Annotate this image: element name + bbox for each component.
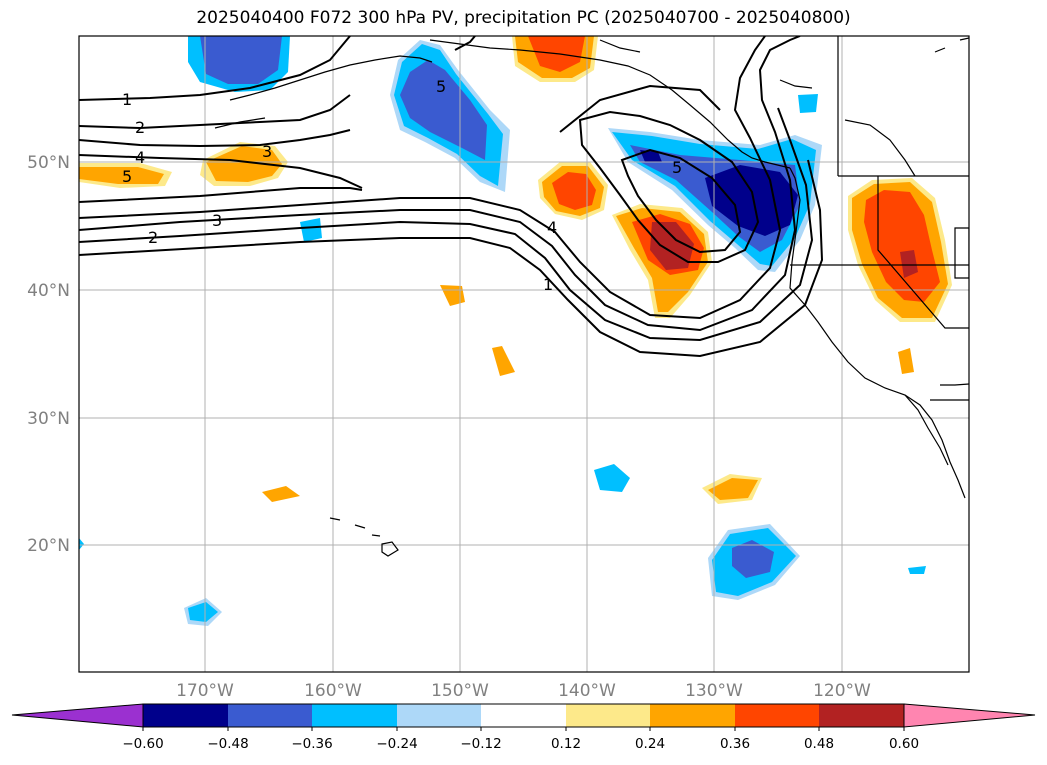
contour-label: 5 [122, 167, 132, 186]
colorbar-tick-label: 0.48 [804, 736, 834, 752]
positive-anomaly-western-us-inner [864, 190, 940, 302]
colorbar-tick-label: 0.36 [720, 736, 750, 752]
negative-anomaly-small-2 [594, 464, 630, 492]
negative-anomaly-edge [79, 538, 84, 550]
colorbar-extend-left [11, 703, 144, 728]
positive-anomaly-small-2 [492, 346, 515, 376]
colorbar-ticks [142, 727, 905, 731]
negative-anomaly-small-1 [300, 218, 322, 242]
pv-contour-13 [454, 36, 476, 51]
negative-anomaly-small-5 [908, 566, 926, 574]
pv-contour-10 [578, 110, 760, 263]
contour-labels: 1 2 3 4 5 3 2 4 5 1 5 [122, 77, 682, 294]
colorbar-segment [735, 704, 819, 727]
colorbar-segment [312, 704, 397, 727]
pv-contour-2 [79, 94, 351, 130]
coastlines [214, 36, 969, 557]
lat-label: 20°N [27, 536, 70, 556]
colorbar-tick-label: −0.48 [207, 736, 248, 752]
contour-label: 4 [547, 218, 557, 237]
lon-label: 160°W [304, 681, 362, 701]
map-background [79, 36, 969, 672]
lat-label: 40°N [27, 281, 70, 301]
lon-label: 170°W [176, 681, 234, 701]
negative-anomaly-northwest-core [200, 36, 282, 84]
colorbar-tick-label: 0.24 [635, 736, 665, 752]
colorbar-segment [143, 704, 228, 727]
pv-contour-1 [79, 36, 351, 101]
colorbar-tick-label: −0.24 [376, 736, 417, 752]
pv-contour-3 [79, 129, 351, 148]
colorbar-tick-label: 0.12 [551, 736, 581, 752]
colorbar-tick-label: 0.60 [889, 736, 919, 752]
gridlines [79, 36, 969, 672]
longitude-labels: 170°W 160°W 150°W 140°W 130°W 120°W [176, 681, 871, 701]
colorbar-segment [650, 704, 735, 727]
pv-contour-7 [79, 36, 801, 332]
map-title: 2025040400 F072 300 hPa PV, precipitatio… [196, 8, 851, 28]
colorbar-tick-label: −0.36 [291, 736, 332, 752]
pv-contour-9 [79, 159, 824, 358]
positive-anomaly-small-5 [898, 348, 914, 374]
lon-label: 150°W [431, 681, 489, 701]
latitude-labels: 50°N 40°N 30°N 20°N [27, 153, 70, 556]
contour-label: 5 [436, 77, 446, 96]
contour-label: 3 [262, 142, 272, 161]
contour-label: 1 [543, 275, 553, 294]
negative-anomaly-gulf-alaska-inner [400, 60, 487, 160]
colorbar-segment [566, 704, 650, 727]
contour-label: 2 [148, 228, 158, 247]
colorbar-segment [397, 704, 481, 727]
contour-label: 1 [122, 90, 132, 109]
pv-contours [79, 36, 824, 358]
precipitation-shading [79, 36, 952, 626]
negative-anomaly-pacific-northwest-core [705, 165, 798, 236]
positive-anomaly-west-edge-core [79, 167, 164, 184]
map-frame [78, 35, 970, 673]
negative-anomaly-small-dark [640, 150, 662, 162]
colorbar-segment [228, 704, 312, 727]
negative-anomaly-small-4-core [188, 602, 218, 622]
colorbar-tick-label: −0.60 [122, 736, 163, 752]
colorbar-frame [142, 703, 905, 728]
positive-anomaly-north-pacific-core [552, 172, 596, 210]
colorbar-segment [819, 704, 904, 727]
pv-contour-12 [559, 84, 721, 133]
contour-label: 3 [212, 211, 222, 230]
colorbar-tick-label: −0.12 [460, 736, 501, 752]
positive-anomaly-small-3-core [708, 478, 758, 500]
negative-anomaly-bc-coast [798, 94, 818, 113]
colorbar-extend-right [903, 703, 1036, 728]
pv-contour-4 [79, 154, 363, 189]
negative-anomaly-small-3-core [732, 540, 774, 578]
lat-label: 30°N [27, 409, 70, 429]
colorbar-segment [481, 704, 566, 727]
pv-contour-6 [79, 36, 782, 320]
contour-label: 5 [672, 158, 682, 177]
pv-contour-8 [79, 107, 814, 342]
positive-anomaly-small-4 [262, 486, 300, 502]
lat-label: 50°N [27, 153, 70, 173]
lon-label: 120°W [813, 681, 871, 701]
contour-label: 4 [135, 148, 145, 167]
positive-anomaly-west-pacific-core [206, 146, 282, 182]
pv-contour-11 [620, 148, 742, 254]
contour-label: 2 [135, 118, 145, 137]
lon-label: 140°W [558, 681, 616, 701]
positive-anomaly-western-us-core [900, 250, 918, 278]
colorbar: −0.60 −0.48 −0.36 −0.24 −0.12 0.12 0.24 … [11, 703, 1036, 752]
pv-contour-5 [79, 187, 363, 203]
lon-label: 130°W [685, 681, 743, 701]
